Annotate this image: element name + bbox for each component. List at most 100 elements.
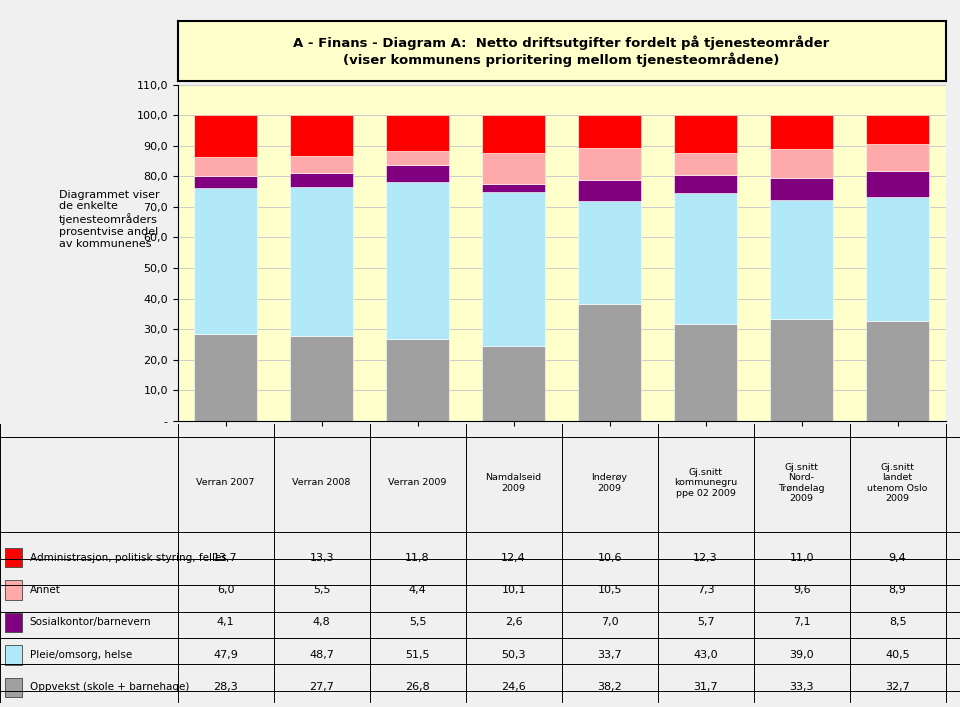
Text: 5,5: 5,5: [409, 617, 426, 628]
Text: 5,7: 5,7: [697, 617, 714, 628]
Bar: [194, 334, 257, 421]
Bar: [482, 184, 544, 192]
Text: 9,4: 9,4: [889, 553, 906, 563]
Text: 27,7: 27,7: [309, 682, 334, 692]
Bar: [867, 144, 929, 171]
Text: Inderøy
2009: Inderøy 2009: [591, 473, 628, 493]
Bar: [5, 548, 22, 568]
Text: 33,7: 33,7: [597, 650, 622, 660]
Bar: [482, 346, 544, 421]
Bar: [578, 148, 641, 180]
Bar: [482, 192, 544, 346]
Text: 9,6: 9,6: [793, 585, 810, 595]
Bar: [675, 175, 737, 192]
Text: Verran 2009: Verran 2009: [389, 479, 446, 487]
Text: A - Finans - Diagram A:  Netto driftsutgifter fordelt på tjenesteområder
(viser : A - Finans - Diagram A: Netto driftsutgi…: [294, 35, 829, 67]
Bar: [675, 115, 737, 153]
Text: Verran 2008: Verran 2008: [293, 479, 350, 487]
Bar: [578, 115, 641, 148]
Bar: [194, 115, 257, 157]
Text: 43,0: 43,0: [693, 650, 718, 660]
Bar: [675, 192, 737, 324]
Text: Administrasjon, politisk styring, felles: Administrasjon, politisk styring, felles: [30, 553, 227, 563]
Text: 47,9: 47,9: [213, 650, 238, 660]
Text: 4,8: 4,8: [313, 617, 330, 628]
Text: 2,6: 2,6: [505, 617, 522, 628]
Text: 4,1: 4,1: [217, 617, 234, 628]
Text: Annet: Annet: [30, 585, 60, 595]
Text: 24,6: 24,6: [501, 682, 526, 692]
Bar: [194, 157, 257, 175]
Text: 4,4: 4,4: [409, 585, 426, 595]
Bar: [290, 115, 353, 156]
Text: 10,5: 10,5: [597, 585, 622, 595]
Bar: [867, 171, 929, 197]
Text: Pleie/omsorg, helse: Pleie/omsorg, helse: [30, 650, 132, 660]
Text: Sosialkontor/barnevern: Sosialkontor/barnevern: [30, 617, 152, 628]
Bar: [867, 115, 929, 144]
Text: 48,7: 48,7: [309, 650, 334, 660]
Bar: [194, 188, 257, 334]
Text: 51,5: 51,5: [405, 650, 430, 660]
Bar: [386, 339, 449, 421]
Bar: [578, 201, 641, 304]
Text: 13,7: 13,7: [213, 553, 238, 563]
Text: 40,5: 40,5: [885, 650, 910, 660]
Text: 8,9: 8,9: [889, 585, 906, 595]
Bar: [5, 645, 22, 665]
Bar: [290, 156, 353, 173]
Bar: [771, 319, 833, 421]
Text: 10,6: 10,6: [597, 553, 622, 563]
Bar: [771, 200, 833, 319]
Bar: [5, 613, 22, 632]
Text: 38,2: 38,2: [597, 682, 622, 692]
Bar: [578, 180, 641, 201]
Bar: [290, 173, 353, 187]
Bar: [386, 151, 449, 165]
Bar: [482, 153, 544, 184]
Bar: [386, 182, 449, 339]
Bar: [867, 321, 929, 421]
Text: 50,3: 50,3: [501, 650, 526, 660]
Bar: [578, 304, 641, 421]
Bar: [386, 115, 449, 151]
Text: 7,0: 7,0: [601, 617, 618, 628]
Bar: [386, 165, 449, 182]
Bar: [771, 178, 833, 200]
Bar: [675, 153, 737, 175]
Bar: [194, 175, 257, 188]
Text: 12,3: 12,3: [693, 553, 718, 563]
Text: Oppvekst (skole + barnehage): Oppvekst (skole + barnehage): [30, 682, 189, 692]
Text: 13,3: 13,3: [309, 553, 334, 563]
Text: Gj.snitt
Nord-
Trøndelag
2009: Gj.snitt Nord- Trøndelag 2009: [779, 463, 825, 503]
Bar: [5, 677, 22, 697]
Text: Verran 2007: Verran 2007: [197, 479, 254, 487]
Bar: [867, 197, 929, 321]
Bar: [290, 187, 353, 336]
Bar: [482, 115, 544, 153]
Text: 6,0: 6,0: [217, 585, 234, 595]
Text: 5,5: 5,5: [313, 585, 330, 595]
Text: Gj.snitt
kommunegru
ppe 02 2009: Gj.snitt kommunegru ppe 02 2009: [674, 468, 737, 498]
Text: 12,4: 12,4: [501, 553, 526, 563]
Bar: [771, 115, 833, 149]
Bar: [771, 149, 833, 178]
Text: 10,1: 10,1: [501, 585, 526, 595]
Text: 28,3: 28,3: [213, 682, 238, 692]
Text: Diagrammet viser
de enkelte
tjenesteområders
prosentvise andel
av kommunenes: Diagrammet viser de enkelte tjenesteområ…: [59, 189, 159, 249]
Text: 39,0: 39,0: [789, 650, 814, 660]
Text: 31,7: 31,7: [693, 682, 718, 692]
Bar: [675, 324, 737, 421]
Text: 7,3: 7,3: [697, 585, 714, 595]
Text: 7,1: 7,1: [793, 617, 810, 628]
Text: 26,8: 26,8: [405, 682, 430, 692]
Text: 32,7: 32,7: [885, 682, 910, 692]
Text: 11,0: 11,0: [789, 553, 814, 563]
Text: 8,5: 8,5: [889, 617, 906, 628]
Text: Namdalseid
2009: Namdalseid 2009: [486, 473, 541, 493]
Text: 11,8: 11,8: [405, 553, 430, 563]
Bar: [5, 580, 22, 600]
Text: Gj.snitt
landet
utenom Oslo
2009: Gj.snitt landet utenom Oslo 2009: [868, 463, 927, 503]
Bar: [290, 336, 353, 421]
Text: 33,3: 33,3: [789, 682, 814, 692]
